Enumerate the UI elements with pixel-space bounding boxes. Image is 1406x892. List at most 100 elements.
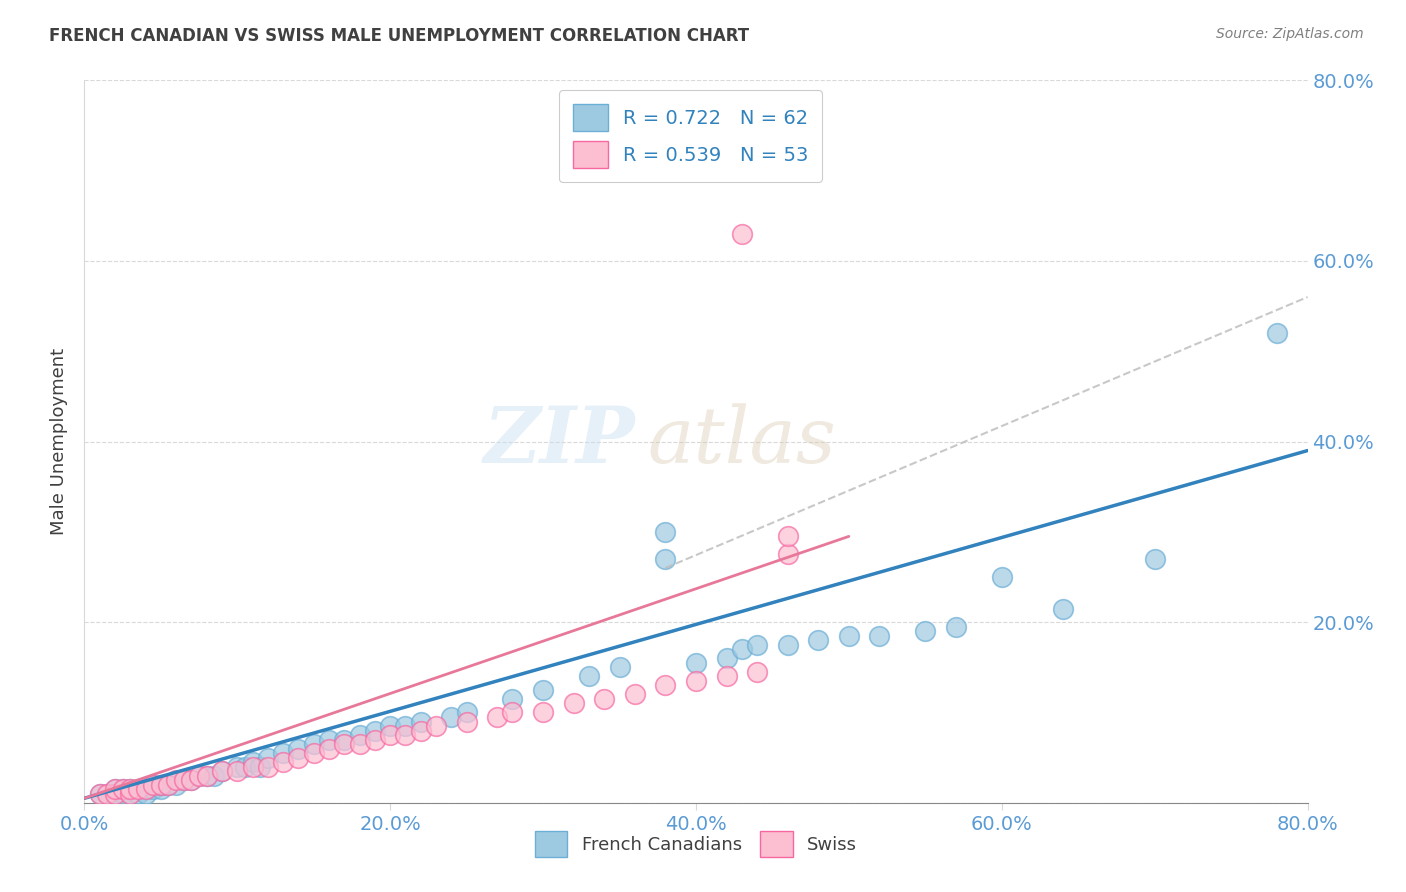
Point — [142, 782, 165, 797]
Point — [747, 665, 769, 679]
Text: FRENCH CANADIAN VS SWISS MALE UNEMPLOYMENT CORRELATION CHART: FRENCH CANADIAN VS SWISS MALE UNEMPLOYME… — [49, 27, 749, 45]
Point — [89, 787, 111, 801]
Point — [226, 760, 249, 774]
Point — [127, 782, 149, 797]
Point — [188, 769, 211, 783]
Point — [120, 787, 142, 801]
Point — [1143, 552, 1166, 566]
Point — [211, 764, 233, 779]
Point — [104, 787, 127, 801]
Legend: French Canadians, Swiss: French Canadians, Swiss — [526, 822, 866, 866]
Point — [142, 778, 165, 792]
Point — [440, 710, 463, 724]
Point — [776, 548, 799, 562]
Point — [120, 782, 142, 797]
Point — [349, 737, 371, 751]
Point — [364, 723, 387, 738]
Point — [776, 529, 799, 543]
Point — [111, 787, 134, 801]
Point — [654, 678, 676, 692]
Point — [195, 769, 218, 783]
Point — [211, 764, 233, 779]
Point — [287, 750, 309, 764]
Point — [96, 787, 118, 801]
Point — [302, 737, 325, 751]
Point — [135, 782, 157, 797]
Point — [149, 782, 172, 797]
Point — [409, 723, 432, 738]
Point — [531, 682, 554, 697]
Point — [188, 769, 211, 783]
Point — [502, 692, 524, 706]
Point — [104, 782, 127, 797]
Text: ZIP: ZIP — [484, 403, 636, 480]
Point — [257, 750, 280, 764]
Point — [731, 642, 754, 657]
Point — [654, 552, 676, 566]
Point — [242, 760, 264, 774]
Point — [747, 638, 769, 652]
Point — [195, 769, 218, 783]
Point — [578, 669, 600, 683]
Point — [104, 787, 127, 801]
Point — [991, 570, 1014, 584]
Point — [425, 719, 447, 733]
Point — [531, 706, 554, 720]
Point — [456, 714, 478, 729]
Point — [1265, 326, 1288, 340]
Point — [364, 732, 387, 747]
Point — [233, 760, 256, 774]
Point — [394, 728, 416, 742]
Point — [180, 773, 202, 788]
Point — [318, 741, 340, 756]
Point — [394, 719, 416, 733]
Point — [716, 669, 738, 683]
Point — [776, 638, 799, 652]
Point — [149, 778, 172, 792]
Point — [838, 629, 860, 643]
Point — [624, 687, 647, 701]
Point — [685, 673, 707, 688]
Point — [96, 787, 118, 801]
Point — [104, 782, 127, 797]
Point — [149, 778, 172, 792]
Point — [731, 227, 754, 241]
Point — [456, 706, 478, 720]
Point — [593, 692, 616, 706]
Point — [380, 728, 402, 742]
Point — [111, 782, 134, 797]
Point — [318, 732, 340, 747]
Point — [173, 773, 195, 788]
Y-axis label: Male Unemployment: Male Unemployment — [51, 348, 69, 535]
Point — [173, 773, 195, 788]
Point — [142, 778, 165, 792]
Point — [135, 782, 157, 797]
Point — [127, 782, 149, 797]
Text: atlas: atlas — [647, 403, 835, 480]
Point — [486, 710, 509, 724]
Point — [1052, 601, 1074, 615]
Point — [302, 746, 325, 760]
Point — [654, 524, 676, 539]
Point — [349, 728, 371, 742]
Point — [914, 624, 936, 639]
Point — [157, 778, 180, 792]
Point — [89, 787, 111, 801]
Point — [409, 714, 432, 729]
Point — [180, 773, 202, 788]
Point — [120, 787, 142, 801]
Point — [609, 660, 631, 674]
Text: Source: ZipAtlas.com: Source: ZipAtlas.com — [1216, 27, 1364, 41]
Point — [380, 719, 402, 733]
Point — [120, 782, 142, 797]
Point — [242, 755, 264, 769]
Point — [287, 741, 309, 756]
Point — [945, 620, 967, 634]
Point — [685, 656, 707, 670]
Point — [157, 778, 180, 792]
Point — [127, 787, 149, 801]
Point — [135, 787, 157, 801]
Point — [869, 629, 891, 643]
Point — [257, 760, 280, 774]
Point — [226, 764, 249, 779]
